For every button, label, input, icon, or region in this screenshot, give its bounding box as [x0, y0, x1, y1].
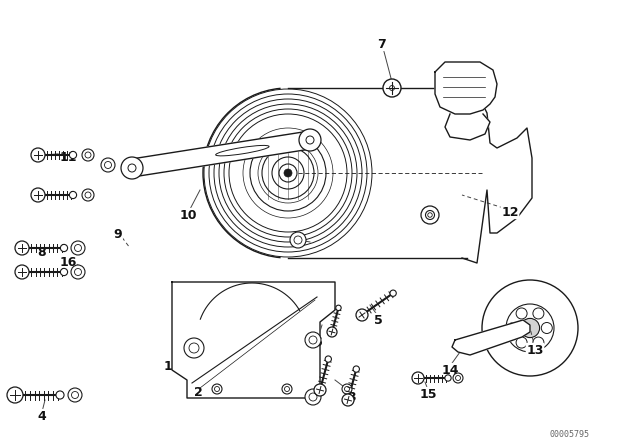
Circle shape: [533, 308, 544, 319]
Circle shape: [290, 232, 306, 248]
Circle shape: [212, 384, 222, 394]
Circle shape: [60, 268, 68, 276]
Circle shape: [327, 327, 337, 337]
Circle shape: [15, 265, 29, 279]
Circle shape: [353, 366, 360, 372]
Text: 6: 6: [314, 336, 323, 349]
Circle shape: [68, 388, 82, 402]
Circle shape: [426, 211, 435, 220]
Circle shape: [121, 157, 143, 179]
Circle shape: [541, 323, 552, 333]
Polygon shape: [131, 131, 312, 177]
Text: 14: 14: [441, 363, 459, 376]
Text: 5: 5: [374, 314, 382, 327]
Circle shape: [82, 149, 94, 161]
Polygon shape: [435, 62, 497, 114]
Text: 1: 1: [164, 359, 172, 372]
Text: 2: 2: [143, 160, 152, 173]
Text: 8: 8: [38, 246, 46, 258]
Circle shape: [387, 83, 397, 93]
Circle shape: [508, 323, 518, 333]
Circle shape: [336, 305, 341, 310]
Circle shape: [390, 290, 396, 297]
Text: 00005795: 00005795: [550, 430, 590, 439]
Circle shape: [453, 373, 463, 383]
Circle shape: [7, 387, 23, 403]
Text: 3: 3: [348, 391, 356, 404]
Circle shape: [314, 384, 326, 396]
Text: 7: 7: [378, 38, 387, 51]
Text: 9: 9: [114, 228, 122, 241]
Text: 16: 16: [60, 255, 77, 268]
Circle shape: [342, 384, 352, 394]
Circle shape: [184, 338, 204, 358]
Polygon shape: [445, 114, 490, 140]
Circle shape: [282, 384, 292, 394]
Circle shape: [101, 158, 115, 172]
Circle shape: [445, 375, 451, 381]
Circle shape: [412, 372, 424, 384]
Circle shape: [60, 245, 68, 252]
Text: 13: 13: [526, 344, 544, 357]
Circle shape: [520, 319, 540, 338]
Circle shape: [56, 391, 64, 399]
Text: 15: 15: [419, 388, 436, 401]
Circle shape: [421, 206, 439, 224]
Circle shape: [69, 151, 77, 159]
Circle shape: [533, 337, 544, 348]
Text: 12: 12: [501, 206, 519, 219]
Circle shape: [325, 356, 332, 362]
Polygon shape: [452, 320, 530, 355]
Circle shape: [342, 394, 354, 406]
Circle shape: [383, 79, 401, 97]
Circle shape: [482, 280, 578, 376]
Circle shape: [71, 265, 85, 279]
Circle shape: [305, 332, 321, 348]
Circle shape: [284, 169, 292, 177]
Circle shape: [516, 308, 527, 319]
Circle shape: [31, 188, 45, 202]
Circle shape: [15, 241, 29, 255]
Circle shape: [356, 309, 368, 321]
Text: 10: 10: [179, 208, 196, 221]
Text: 2: 2: [194, 385, 202, 399]
Text: 11: 11: [60, 151, 77, 164]
Circle shape: [305, 389, 321, 405]
Circle shape: [71, 241, 85, 255]
Text: 4: 4: [38, 409, 46, 422]
Circle shape: [82, 189, 94, 201]
Ellipse shape: [216, 146, 269, 156]
Circle shape: [69, 191, 77, 198]
Circle shape: [31, 148, 45, 162]
Circle shape: [516, 337, 527, 348]
Circle shape: [299, 129, 321, 151]
Text: 6: 6: [296, 236, 304, 249]
Polygon shape: [172, 282, 335, 398]
